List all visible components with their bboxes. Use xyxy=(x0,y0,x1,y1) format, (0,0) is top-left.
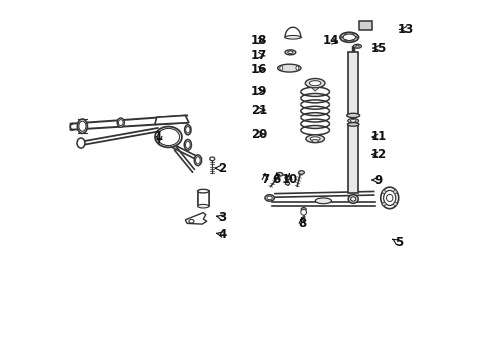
Ellipse shape xyxy=(351,33,353,35)
Ellipse shape xyxy=(346,113,359,118)
Ellipse shape xyxy=(295,66,298,70)
Ellipse shape xyxy=(344,33,346,35)
Ellipse shape xyxy=(184,125,191,135)
Ellipse shape xyxy=(351,40,353,41)
Ellipse shape xyxy=(285,36,300,39)
Ellipse shape xyxy=(349,120,355,122)
Text: 11: 11 xyxy=(370,130,386,144)
Circle shape xyxy=(393,190,396,194)
Ellipse shape xyxy=(347,195,357,203)
Text: 2: 2 xyxy=(218,162,226,175)
Ellipse shape xyxy=(185,141,190,148)
Ellipse shape xyxy=(344,40,346,41)
Text: 17: 17 xyxy=(250,49,266,62)
Circle shape xyxy=(300,210,306,215)
Bar xyxy=(358,21,371,30)
Ellipse shape xyxy=(77,138,85,148)
Ellipse shape xyxy=(287,51,292,54)
Ellipse shape xyxy=(342,34,355,41)
Ellipse shape xyxy=(79,121,86,131)
Text: 10: 10 xyxy=(281,173,297,186)
Ellipse shape xyxy=(340,37,343,38)
Ellipse shape xyxy=(285,182,289,185)
Ellipse shape xyxy=(315,198,331,204)
Bar xyxy=(348,125,357,193)
Ellipse shape xyxy=(355,37,357,38)
Ellipse shape xyxy=(339,32,358,42)
Text: 13: 13 xyxy=(397,23,413,36)
Ellipse shape xyxy=(264,195,274,201)
Ellipse shape xyxy=(155,127,182,147)
Polygon shape xyxy=(155,116,188,125)
Polygon shape xyxy=(311,88,318,91)
Text: 8: 8 xyxy=(297,216,305,230)
Ellipse shape xyxy=(386,194,392,202)
Ellipse shape xyxy=(305,78,325,88)
Ellipse shape xyxy=(346,123,358,126)
Ellipse shape xyxy=(188,220,194,223)
Text: 7: 7 xyxy=(260,173,268,186)
Ellipse shape xyxy=(117,118,124,127)
Ellipse shape xyxy=(353,44,361,48)
Text: 20: 20 xyxy=(250,127,266,141)
Text: 16: 16 xyxy=(250,63,266,76)
Circle shape xyxy=(393,202,396,206)
Text: 5: 5 xyxy=(394,236,402,249)
Ellipse shape xyxy=(347,118,358,123)
Text: 18: 18 xyxy=(250,34,266,48)
Circle shape xyxy=(382,202,385,206)
Ellipse shape xyxy=(194,155,201,166)
Ellipse shape xyxy=(298,171,304,174)
Text: 6: 6 xyxy=(272,173,280,186)
Text: 1: 1 xyxy=(155,130,163,143)
Text: 21: 21 xyxy=(250,104,266,117)
Ellipse shape xyxy=(309,137,320,141)
Circle shape xyxy=(382,190,385,194)
Ellipse shape xyxy=(309,81,320,86)
Text: 4: 4 xyxy=(218,228,226,241)
Ellipse shape xyxy=(285,176,289,180)
Ellipse shape xyxy=(355,45,359,47)
Polygon shape xyxy=(185,213,206,224)
Text: 3: 3 xyxy=(218,211,226,224)
Ellipse shape xyxy=(383,190,395,206)
Ellipse shape xyxy=(157,129,179,145)
Ellipse shape xyxy=(185,127,190,133)
Ellipse shape xyxy=(197,204,208,208)
Ellipse shape xyxy=(350,197,355,201)
Ellipse shape xyxy=(311,139,318,142)
Ellipse shape xyxy=(285,50,295,55)
Ellipse shape xyxy=(305,135,324,143)
Ellipse shape xyxy=(380,187,398,209)
Ellipse shape xyxy=(184,139,191,150)
Ellipse shape xyxy=(209,157,214,161)
Bar xyxy=(197,191,208,206)
Ellipse shape xyxy=(279,66,282,70)
Ellipse shape xyxy=(266,196,272,200)
Text: 15: 15 xyxy=(370,41,386,54)
Text: 14: 14 xyxy=(322,34,338,48)
Ellipse shape xyxy=(301,208,305,211)
Ellipse shape xyxy=(277,172,282,176)
Bar xyxy=(347,51,357,116)
Text: 19: 19 xyxy=(250,85,266,98)
Ellipse shape xyxy=(77,119,87,134)
Ellipse shape xyxy=(195,157,200,164)
Ellipse shape xyxy=(197,189,208,193)
Ellipse shape xyxy=(277,64,301,72)
Ellipse shape xyxy=(118,120,123,126)
Text: 9: 9 xyxy=(374,174,382,186)
Text: 12: 12 xyxy=(370,148,386,161)
